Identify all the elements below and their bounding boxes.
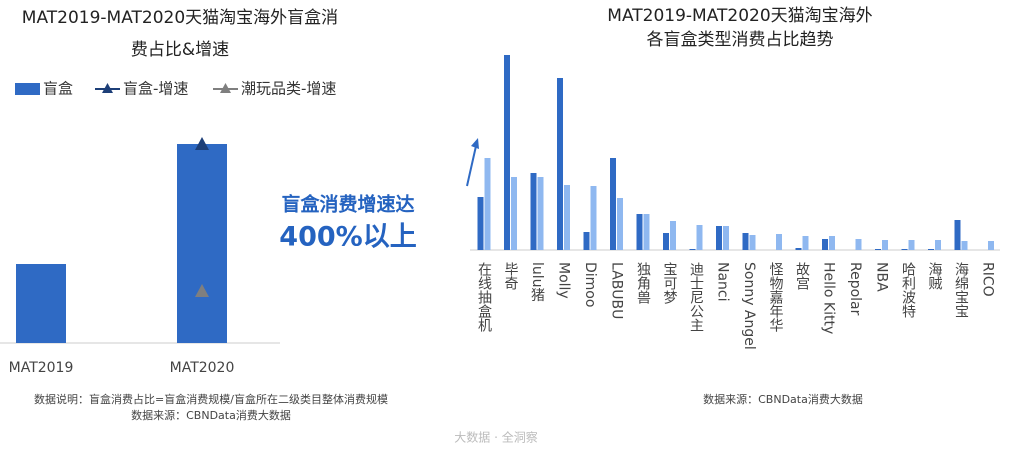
bar bbox=[829, 236, 835, 250]
note: 数据说明：盲盒消费占比=盲盒消费规模/盲盒所在二级类目整体消费规模 bbox=[34, 392, 388, 406]
x-tick-label: MAT2020 bbox=[170, 360, 235, 376]
bar bbox=[177, 144, 227, 343]
x-tick-label: Sonny Angel bbox=[741, 262, 757, 350]
x-tick-label: 迪士尼公主 bbox=[688, 262, 704, 332]
x-tick-label: Nanci bbox=[714, 262, 731, 302]
bar bbox=[590, 186, 597, 250]
x-tick-label: 海绵宝宝 bbox=[953, 262, 969, 318]
bar bbox=[511, 177, 517, 250]
footer: 大数据 · 全洞察 bbox=[454, 430, 537, 445]
bar bbox=[802, 236, 809, 250]
legend-label: 盲盒 bbox=[43, 80, 73, 98]
x-tick-label: 宝可梦 bbox=[661, 262, 678, 304]
bar bbox=[988, 241, 994, 250]
x-tick-label: LABUBU bbox=[608, 262, 625, 320]
bar bbox=[961, 241, 968, 250]
x-tick-label: 故宫 bbox=[794, 262, 810, 290]
x-tick-label: Hello Kitty bbox=[820, 262, 837, 335]
legend-swatch bbox=[15, 83, 40, 95]
x-tick-label: Molly bbox=[555, 262, 572, 299]
bar bbox=[557, 78, 563, 250]
bar bbox=[935, 240, 941, 250]
bar bbox=[16, 264, 66, 343]
bar bbox=[855, 239, 862, 250]
chart-title: MAT2019-MAT2020天猫淘宝海外盲盒消 bbox=[22, 8, 338, 28]
bar bbox=[663, 233, 669, 250]
chart-title: MAT2019-MAT2020天猫淘宝海外 bbox=[607, 6, 872, 26]
bar bbox=[670, 221, 676, 250]
note: 数据来源：CBNData消费大数据 bbox=[703, 392, 863, 406]
bar bbox=[908, 240, 915, 250]
chart-title: 各盲盒类型消费占比趋势 bbox=[647, 30, 834, 50]
bar bbox=[795, 248, 802, 250]
x-tick-label: MAT2019 bbox=[9, 360, 74, 376]
bar bbox=[583, 232, 590, 250]
bar bbox=[776, 234, 782, 250]
x-tick-label: 毕奇 bbox=[502, 262, 519, 290]
bar bbox=[643, 214, 650, 250]
note: 数据来源：CBNData消费大数据 bbox=[131, 408, 291, 422]
bar bbox=[901, 249, 908, 250]
bar bbox=[742, 233, 749, 250]
legend-marker bbox=[220, 83, 231, 93]
x-tick-label: RICO bbox=[979, 262, 996, 297]
x-tick-label: lulu猪 bbox=[529, 262, 545, 302]
x-tick-label: 在线抽盒机 bbox=[476, 262, 492, 332]
bar bbox=[723, 226, 729, 250]
bar bbox=[749, 235, 756, 250]
bar bbox=[954, 220, 961, 250]
marker bbox=[195, 137, 209, 150]
bar bbox=[564, 185, 570, 250]
bar bbox=[530, 173, 537, 250]
bar bbox=[716, 226, 722, 250]
arrow-head bbox=[471, 138, 479, 149]
x-tick-label: Dimoo bbox=[582, 262, 598, 308]
marker bbox=[195, 284, 209, 297]
annotation: 400%以上 bbox=[279, 222, 416, 253]
x-tick-label: NBA bbox=[873, 262, 890, 292]
x-tick-label: 怪物嘉年华 bbox=[767, 262, 784, 332]
bar bbox=[875, 249, 881, 250]
x-tick-label: 独角兽 bbox=[635, 262, 651, 304]
annotation: 盲盒消费增速达 bbox=[281, 193, 414, 216]
chart-title: 费占比&增速 bbox=[131, 40, 229, 60]
bar bbox=[617, 198, 623, 250]
bar bbox=[484, 158, 491, 250]
legend-marker bbox=[102, 83, 113, 93]
x-tick-label: Repolar bbox=[847, 262, 863, 316]
bar bbox=[504, 55, 510, 250]
bar bbox=[537, 177, 544, 250]
bar bbox=[689, 249, 696, 250]
bar bbox=[822, 239, 828, 250]
arrow bbox=[466, 145, 477, 187]
bar bbox=[610, 158, 616, 250]
bar bbox=[477, 197, 484, 250]
bar bbox=[882, 240, 888, 250]
bar bbox=[928, 249, 934, 250]
bar bbox=[696, 225, 703, 250]
x-tick-label: 哈利波特 bbox=[900, 262, 916, 318]
bar bbox=[636, 214, 643, 250]
legend-label: 盲盒-增速 bbox=[123, 80, 188, 98]
legend-label: 潮玩品类-增速 bbox=[241, 80, 336, 98]
x-tick-label: 海贼 bbox=[926, 262, 943, 290]
